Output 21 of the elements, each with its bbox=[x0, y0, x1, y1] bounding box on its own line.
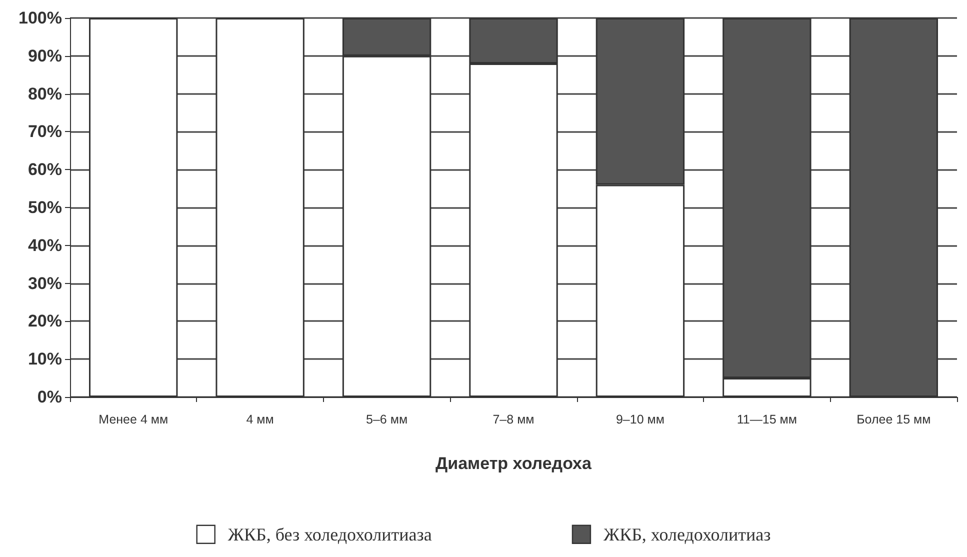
y-tick-label: 70% bbox=[28, 122, 62, 142]
legend-label: ЖКБ, холедохолитиаз bbox=[603, 524, 771, 544]
x-tick-label: Менее 4 мм bbox=[98, 412, 168, 426]
y-tick-label: 60% bbox=[28, 160, 62, 180]
x-tick-label: 9–10 мм bbox=[616, 412, 664, 426]
y-tick-label: 90% bbox=[28, 46, 62, 66]
x-tick-label: 4 мм bbox=[246, 412, 274, 426]
y-tick-label: 100% bbox=[18, 8, 62, 28]
x-tick-label: 11—15 мм bbox=[736, 412, 797, 426]
y-tick-label: 40% bbox=[28, 236, 62, 255]
x-tick-label: Более 15 мм bbox=[856, 412, 931, 426]
y-tick-label: 0% bbox=[37, 388, 62, 406]
y-tick-label: 20% bbox=[28, 312, 62, 331]
y-tick-label: 30% bbox=[28, 274, 62, 293]
y-tick-label: 10% bbox=[28, 350, 62, 369]
y-tick-label: 50% bbox=[28, 198, 62, 217]
x-tick-label: 5–6 мм bbox=[366, 412, 408, 426]
x-tick-label: 7–8 мм bbox=[492, 412, 534, 426]
x-axis-title: Диаметр холедоха bbox=[436, 454, 592, 473]
legend-label: ЖКБ, без холедохолитиаза bbox=[228, 524, 432, 544]
y-tick-label: 80% bbox=[28, 84, 62, 104]
